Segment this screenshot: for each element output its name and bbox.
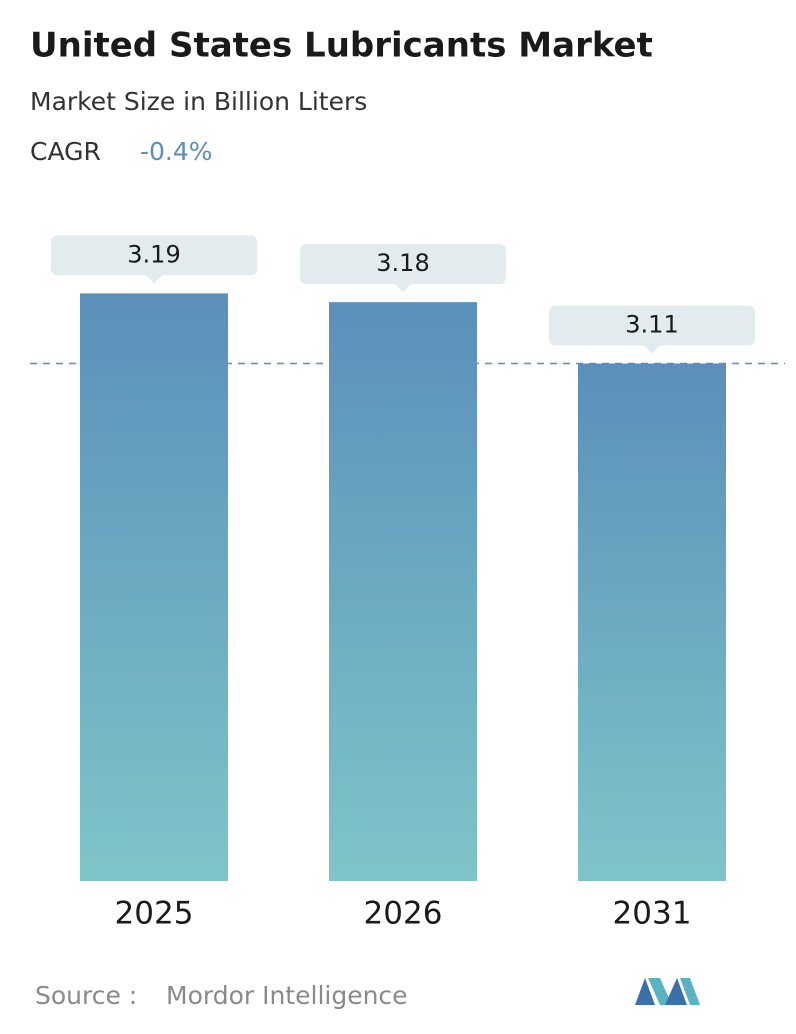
bar <box>329 302 477 881</box>
value-callout <box>51 235 257 284</box>
x-tick-label: 2026 <box>364 896 443 932</box>
source-label: Source : <box>35 981 137 1010</box>
value-callout <box>549 305 755 354</box>
x-tick-label: 2031 <box>613 896 692 932</box>
value-label: 3.19 <box>127 240 180 268</box>
chart-subtitle: Market Size in Billion Liters <box>30 87 367 116</box>
cagr-label: CAGR <box>30 137 101 166</box>
x-tick-label: 2025 <box>115 896 194 932</box>
value-callout <box>300 244 506 293</box>
chart-title: United States Lubricants Market <box>30 26 653 66</box>
bar <box>80 293 228 881</box>
value-label: 3.11 <box>625 311 678 339</box>
value-label: 3.18 <box>376 249 429 277</box>
logo <box>635 978 700 1005</box>
bar <box>578 363 726 881</box>
cagr-value: -0.4% <box>140 137 213 166</box>
source: Mordor Intelligence <box>166 981 408 1010</box>
